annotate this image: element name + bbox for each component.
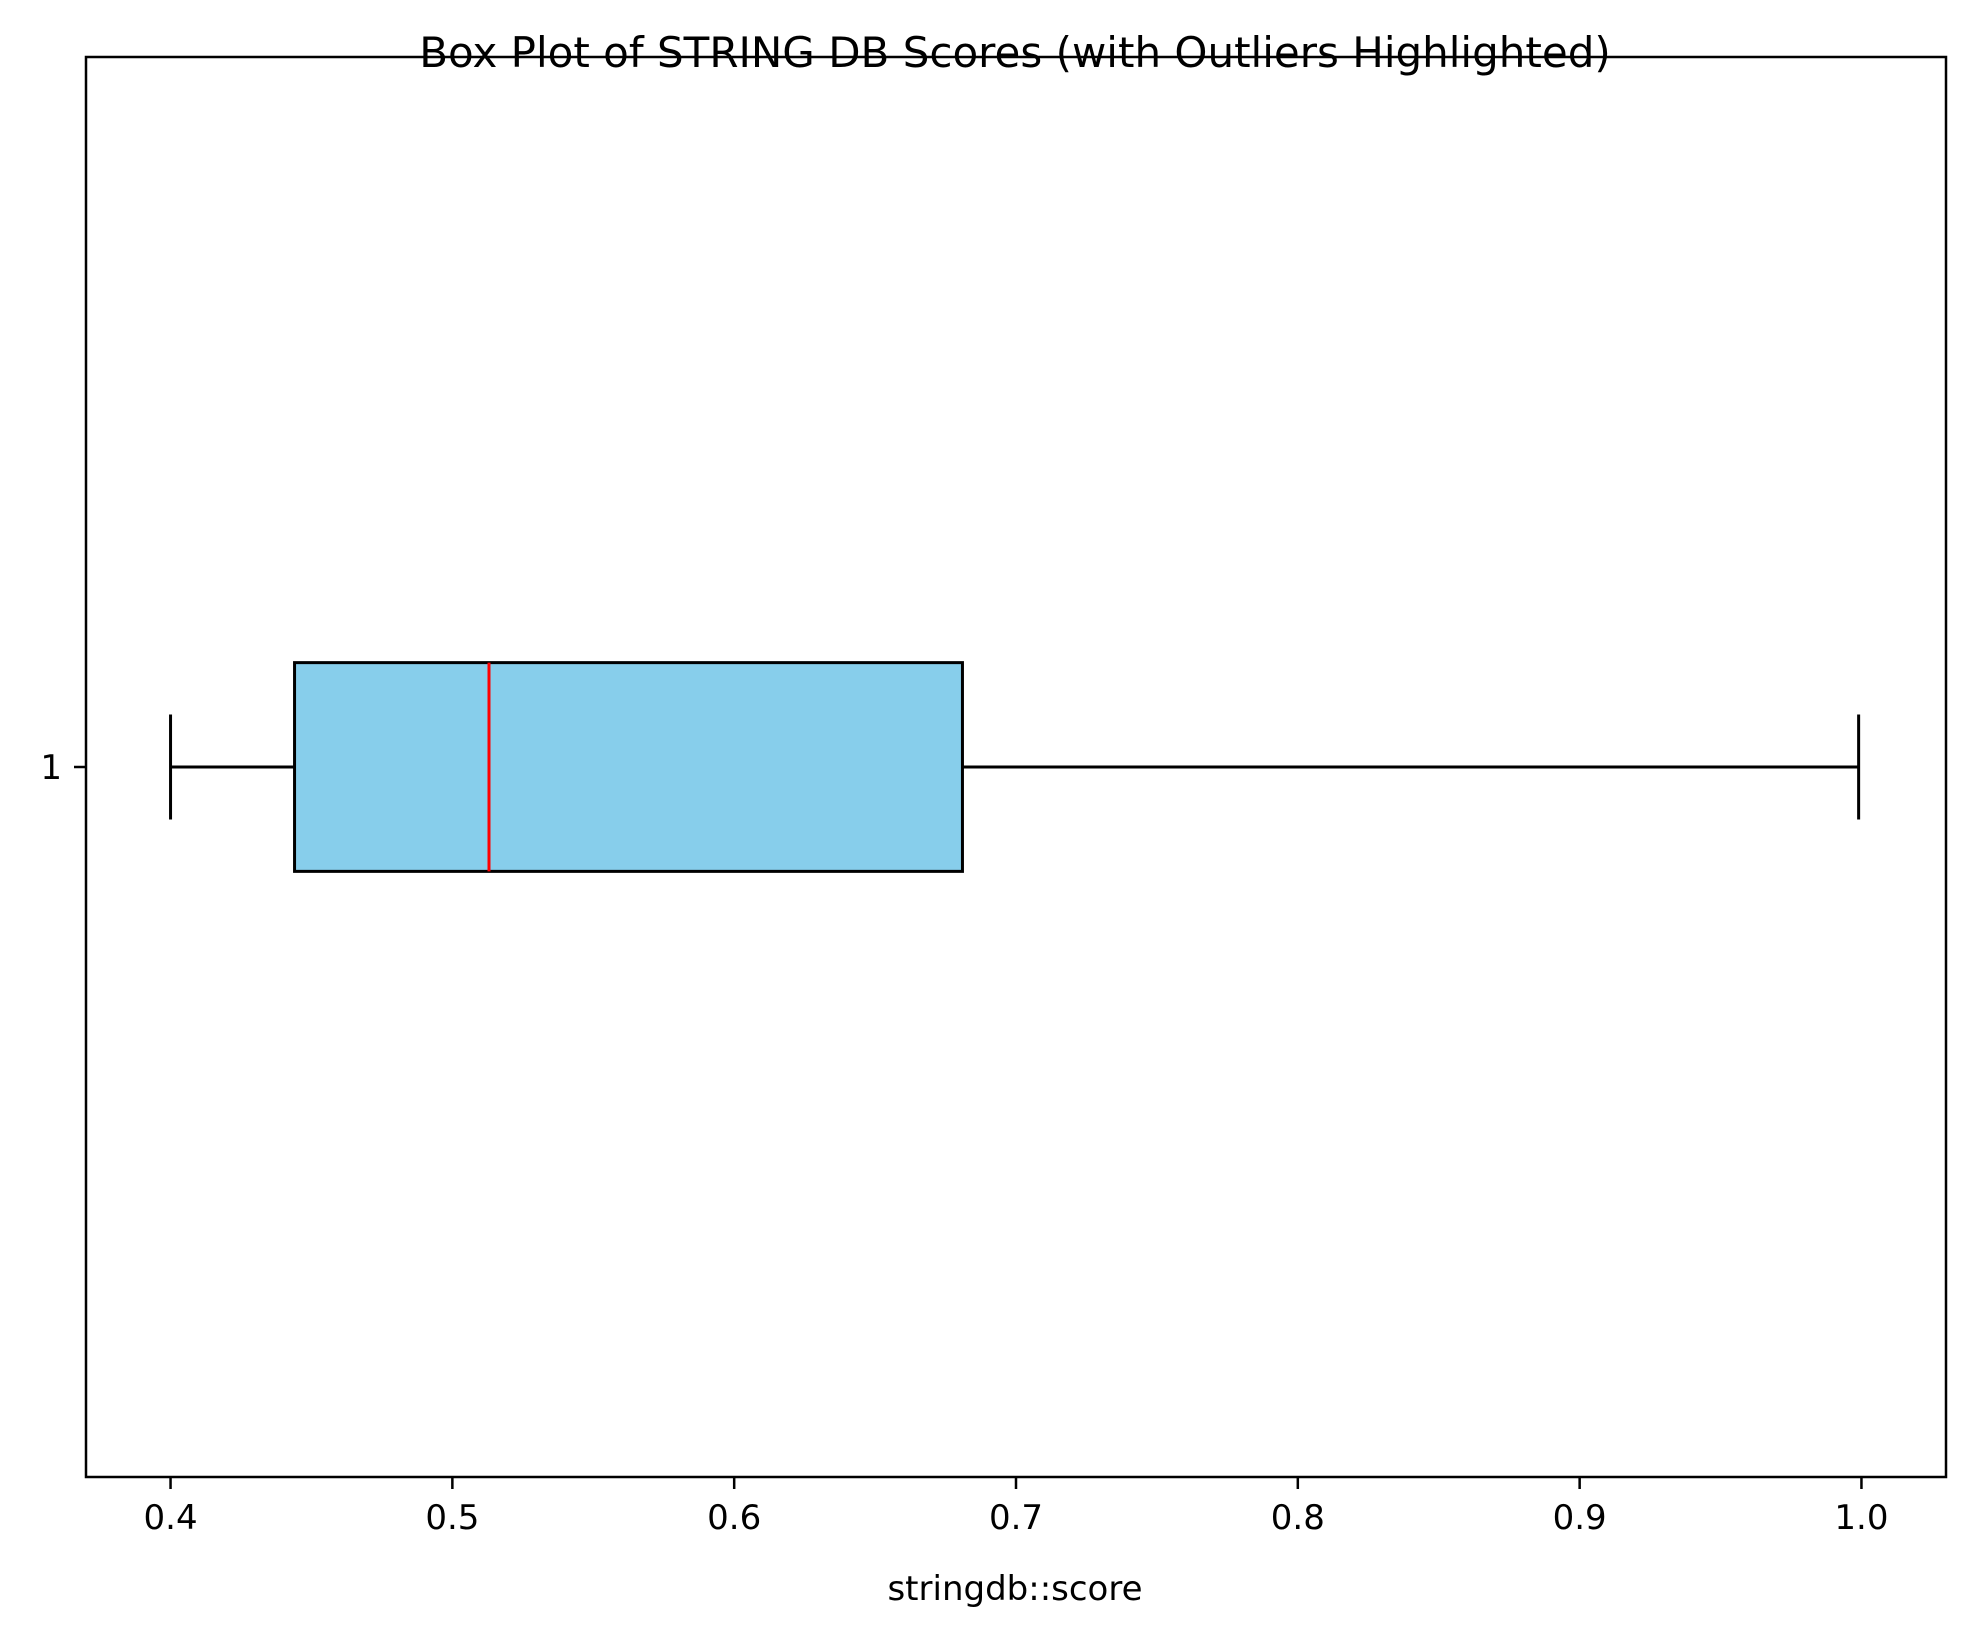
plot-area-frame xyxy=(84,55,1948,1479)
box-iqr xyxy=(293,661,964,873)
x-axis-label: stringdb::score xyxy=(887,1569,1142,1609)
x-tick-label: 0.6 xyxy=(707,1498,761,1538)
x-tick-label: 1.0 xyxy=(1834,1498,1888,1538)
x-tick-label: 0.4 xyxy=(144,1498,198,1538)
x-axis-ticks: 0.4 0.5 0.6 0.7 0.8 0.9 1.0 xyxy=(144,1477,1888,1538)
x-tick-label: 0.8 xyxy=(1271,1498,1325,1538)
y-axis-ticks: 1 xyxy=(40,748,86,788)
x-tick-label: 0.9 xyxy=(1553,1498,1607,1538)
chart-title: Box Plot of STRING DB Scores (with Outli… xyxy=(419,28,1611,77)
plot-marks xyxy=(169,661,1861,873)
x-tick-label: 0.5 xyxy=(425,1498,479,1538)
x-tick-label: 0.7 xyxy=(989,1498,1043,1538)
y-tick-label: 1 xyxy=(40,748,62,788)
